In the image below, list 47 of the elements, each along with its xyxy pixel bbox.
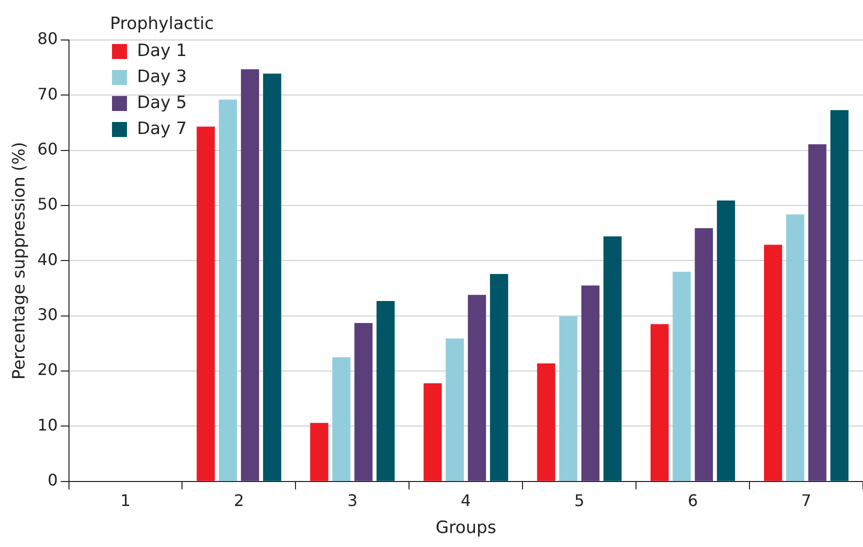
x-tick-label: 6 <box>688 491 698 510</box>
bar <box>559 316 578 481</box>
bar <box>218 100 237 481</box>
bar <box>694 228 713 481</box>
x-axis-title: Groups <box>436 518 496 538</box>
bar <box>490 274 508 481</box>
legend-label: Day 1 <box>137 41 187 61</box>
bar <box>424 383 442 481</box>
bar <box>716 200 736 481</box>
bar <box>376 300 395 481</box>
bar <box>808 144 826 481</box>
bar <box>603 236 622 481</box>
legend-label: Day 5 <box>137 93 187 113</box>
bar <box>537 363 556 481</box>
bar <box>786 214 804 481</box>
bar <box>332 357 350 481</box>
y-tick-label: 50 <box>37 194 58 214</box>
y-tick-label: 20 <box>37 360 58 380</box>
bar <box>468 294 486 481</box>
y-tick-label: 80 <box>37 29 58 48</box>
bar <box>764 244 782 481</box>
x-tick-label: 5 <box>574 491 584 510</box>
bar <box>196 126 215 481</box>
y-tick-label: 70 <box>37 84 58 104</box>
x-tick-label: 1 <box>120 491 131 510</box>
bar <box>310 422 328 481</box>
legend-label: Day 7 <box>137 119 187 139</box>
bar <box>830 110 849 481</box>
y-axis-title: Percentage suppression (%) <box>10 142 30 380</box>
bar <box>650 324 669 481</box>
y-tick-label: 0 <box>48 470 58 490</box>
x-tick-label: 4 <box>460 491 471 510</box>
x-tick-label: 3 <box>347 491 358 510</box>
y-tick-label: 40 <box>37 250 58 269</box>
legend-label: Day 3 <box>137 67 187 87</box>
bar <box>240 69 260 481</box>
bar <box>581 286 600 481</box>
x-tick-label: 7 <box>801 491 812 510</box>
y-tick-label: 10 <box>37 415 58 434</box>
x-tick-label: 2 <box>234 491 244 510</box>
bar <box>672 272 691 481</box>
y-tick-label: 60 <box>37 140 58 159</box>
bar <box>354 323 373 481</box>
legend-title: Prophylactic <box>110 14 214 34</box>
bar <box>446 338 464 481</box>
y-tick-label: 30 <box>37 305 58 324</box>
bar <box>263 74 282 481</box>
